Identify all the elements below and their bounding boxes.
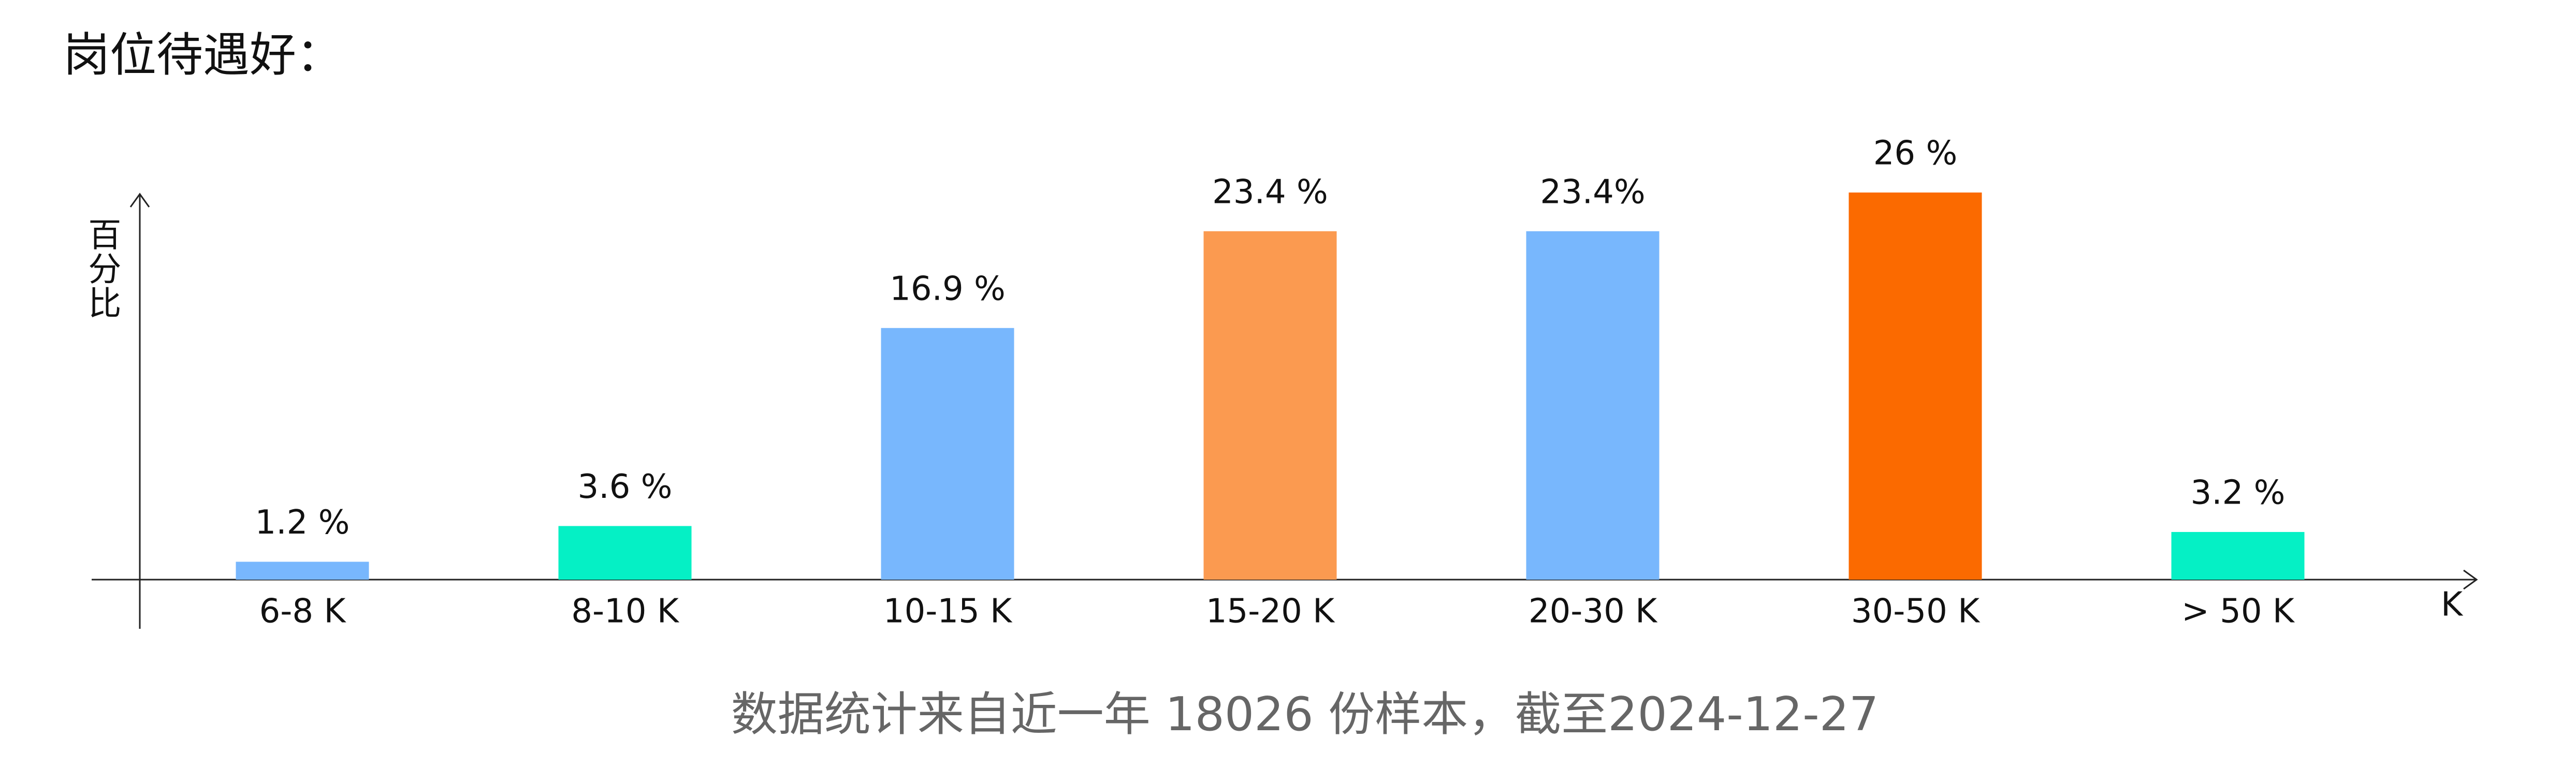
bar (1849, 193, 1982, 580)
value-label: 3.6 % (578, 468, 673, 506)
x-tick-label: 6-8 K (259, 593, 347, 631)
bar (558, 526, 692, 580)
value-label: 23.4 % (1212, 173, 1328, 211)
x-tick-label: 10-15 K (883, 593, 1013, 631)
bar (881, 328, 1014, 580)
x-tick-label: 15-20 K (1206, 593, 1335, 631)
value-label: 1.2 % (255, 504, 350, 542)
chart-title: 岗位待遇好： (63, 28, 343, 82)
value-label: 16.9 % (890, 270, 1006, 308)
bar (1203, 231, 1337, 580)
value-label: 23.4% (1540, 173, 1645, 211)
bar (2171, 531, 2305, 580)
x-tick-label: 30-50 K (1851, 593, 1981, 631)
x-axis-label: K (2441, 586, 2464, 624)
y-axis (129, 193, 150, 629)
value-label: 26 % (1873, 135, 1958, 173)
value-label: 3.2 % (2191, 474, 2286, 512)
footnote: 数据统计来自近一年 18026 份样本，截至2024-12-27 (731, 687, 1879, 742)
y-axis-label: 百分比 (82, 217, 121, 320)
x-tick-label: 20-30 K (1529, 593, 1658, 631)
x-tick-label: 8-10 K (571, 593, 680, 631)
bar (236, 562, 369, 580)
bar (1526, 231, 1660, 580)
x-tick-label: > 50 K (2181, 593, 2295, 631)
